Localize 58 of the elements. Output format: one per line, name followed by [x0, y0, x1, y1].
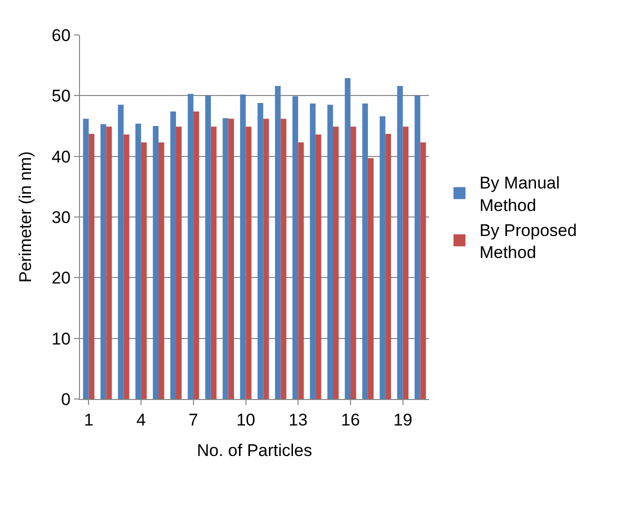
bar [100, 124, 106, 399]
bar [327, 104, 334, 399]
bar [316, 134, 322, 399]
bar [368, 158, 374, 399]
bar [362, 104, 368, 399]
x-tick-label: 16 [341, 410, 360, 430]
bar [210, 126, 217, 399]
x-tick-label: 7 [188, 410, 198, 430]
y-tick-label: 30 [52, 208, 71, 227]
bar [124, 134, 130, 399]
bar [333, 126, 339, 399]
bar [228, 118, 234, 399]
bar [188, 94, 194, 399]
bar [414, 96, 420, 399]
bar [258, 102, 264, 399]
bar [205, 96, 211, 399]
legend-label: By Manual Method [479, 174, 560, 215]
bar [118, 104, 124, 399]
x-tick-label: 1 [84, 410, 94, 430]
bar [83, 118, 89, 399]
bar [397, 86, 403, 399]
y-tick-label: 20 [52, 268, 71, 288]
x-axis-title: No. of Particles [196, 440, 312, 460]
bar [88, 134, 94, 399]
legend-label: By Proposed Method [479, 220, 577, 262]
y-tick-label: 10 [52, 329, 71, 348]
bar [310, 104, 316, 399]
y-axis-title: Perimeter (in nm) [16, 151, 36, 283]
bar [170, 111, 176, 399]
bar [263, 118, 269, 399]
bar [385, 134, 392, 399]
bar [420, 142, 426, 399]
bar [135, 124, 142, 399]
bar [350, 126, 356, 399]
bar [280, 118, 286, 399]
bar [106, 126, 112, 399]
y-tick-label: 0 [61, 390, 71, 409]
bar [246, 126, 252, 399]
x-tick-label: 4 [136, 410, 146, 430]
y-tick-label: 50 [52, 86, 71, 106]
x-tick-label: 13 [288, 410, 308, 430]
bar [298, 142, 304, 399]
bar [222, 118, 228, 399]
bar [141, 142, 147, 399]
bar [158, 142, 164, 399]
bar [193, 111, 200, 399]
bar [240, 94, 246, 399]
bar [152, 126, 159, 399]
bar [275, 86, 281, 399]
bar [344, 78, 350, 399]
bar [176, 126, 182, 399]
x-tick-label: 10 [236, 410, 256, 430]
y-tick-label: 40 [52, 147, 71, 166]
bar [402, 126, 408, 399]
bar [380, 116, 386, 399]
y-tick-label: 60 [52, 26, 71, 45]
x-tick-label: 19 [393, 410, 412, 430]
bar [292, 96, 298, 399]
